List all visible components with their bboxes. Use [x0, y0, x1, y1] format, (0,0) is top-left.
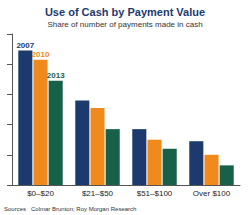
- svg-text:2010: 2010: [32, 50, 50, 59]
- svg-text:Sources Colmar Brunton; Roy: Sources Colmar Brunton; Roy Morgan Resea…: [4, 206, 136, 212]
- svg-text:Over $100: Over $100: [193, 189, 231, 198]
- svg-text:Share of number of payments ma: Share of number of payments made in cash: [47, 20, 202, 29]
- svg-text:Use of Cash by Payment Value: Use of Cash by Payment Value: [45, 6, 205, 18]
- svg-text:$0–$20: $0–$20: [27, 189, 54, 198]
- svg-text:2013: 2013: [47, 71, 65, 80]
- svg-text:2007: 2007: [16, 41, 34, 50]
- svg-text:$21–$50: $21–$50: [82, 189, 114, 198]
- svg-text:$51–$100: $51–$100: [137, 189, 173, 198]
